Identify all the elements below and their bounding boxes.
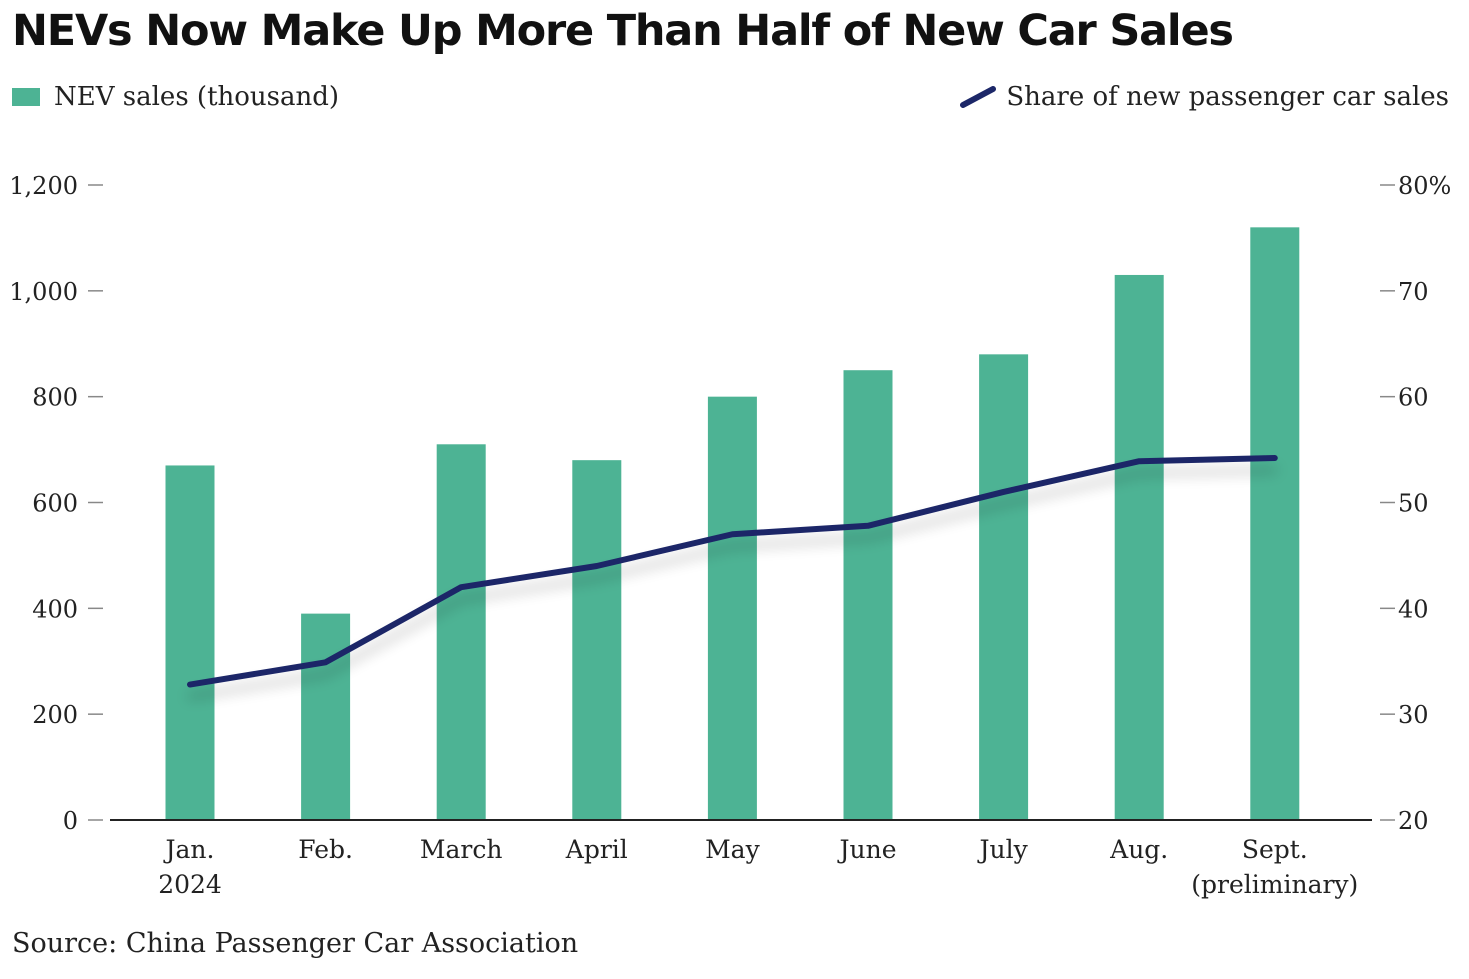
chart-title: NEVs Now Make Up More Than Half of New C…: [12, 6, 1234, 56]
left-tick-label: 400: [32, 595, 78, 623]
bar: [436, 444, 486, 820]
legend-label-share: Share of new passenger car sales: [1006, 82, 1449, 112]
right-tick-label: 40: [1398, 595, 1429, 623]
bar: [979, 354, 1029, 820]
bar: [301, 613, 351, 820]
line-series: [187, 455, 1278, 688]
x-tick-label: Aug.: [1109, 835, 1168, 864]
source-note: Source: China Passenger Car Association: [12, 928, 579, 959]
right-tick-label: 80%: [1398, 172, 1451, 200]
legend-label-nev-sales: NEV sales (thousand): [54, 82, 340, 112]
left-tick-label: 800: [32, 384, 78, 412]
x-tick-label: July: [976, 835, 1028, 864]
left-y-axis: 0 200 400 600 800 1,000 1,200: [9, 172, 103, 835]
x-tick-label: Sept.: [1242, 835, 1308, 864]
left-tick-label: 200: [32, 701, 78, 729]
right-y-axis: 20 30 40 50 60 70 80%: [1380, 172, 1451, 835]
legend-bar-swatch: [12, 88, 40, 106]
x-tick-label: June: [836, 835, 896, 864]
left-tick-label: 1,200: [9, 172, 78, 200]
bar: [1114, 274, 1164, 820]
legend-item-share: Share of new passenger car sales: [960, 82, 1449, 112]
right-tick-label: 20: [1398, 807, 1429, 835]
legend-item-nev-sales: NEV sales (thousand): [12, 82, 339, 112]
legend-line-swatch: [960, 86, 997, 108]
right-tick-label: 70: [1398, 278, 1429, 306]
right-tick-label: 30: [1398, 701, 1429, 729]
left-tick-label: 1,000: [9, 278, 78, 306]
x-tick-label: 2024: [158, 870, 222, 899]
bar: [707, 396, 757, 820]
right-tick-label: 50: [1398, 490, 1429, 518]
bar: [165, 465, 215, 820]
left-tick-label: 0: [63, 807, 78, 835]
bar: [843, 370, 893, 820]
share-line: [187, 455, 1278, 688]
x-tick-label: Feb.: [298, 835, 353, 864]
x-axis-labels: Jan. 2024 Feb. March April May June July Aug. Sep…: [158, 835, 1358, 899]
x-tick-label: (preliminary): [1191, 870, 1358, 899]
x-tick-label: March: [420, 835, 503, 864]
x-tick-label: May: [705, 835, 761, 864]
bar: [1250, 227, 1300, 821]
left-tick-label: 600: [32, 490, 78, 518]
right-tick-label: 60: [1398, 384, 1429, 412]
bar-series: [165, 227, 1300, 821]
x-tick-label: April: [565, 835, 628, 864]
x-tick-label: Jan.: [163, 835, 215, 864]
bar: [572, 460, 622, 820]
